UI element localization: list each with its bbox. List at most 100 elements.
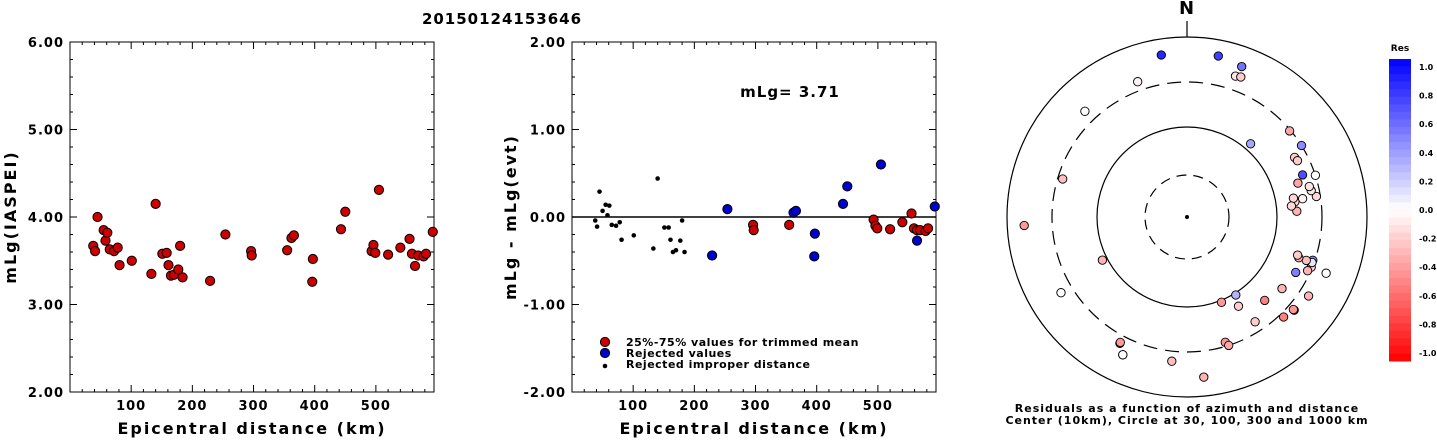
residual-point [1080,106,1090,116]
colorbar-tick-label: -0.8 [1419,320,1437,329]
residual-point [1156,50,1166,60]
improper-point [605,212,610,218]
y-tick-label: 4.00 [28,211,64,226]
residual-point [1286,201,1297,211]
colorbar-segment [1389,247,1411,256]
data-point [383,249,394,260]
improper-point [597,189,602,194]
improper-point [655,176,660,181]
colorbar-segment [1389,134,1411,143]
improper-point [607,203,612,208]
colorbar-segment [1389,119,1411,128]
residual-point [1296,140,1307,151]
x-tick-label: 400 [300,399,330,414]
residual-point [1291,267,1301,278]
rejected-point [722,204,733,215]
residual-point [1019,220,1029,231]
improper-point [666,225,671,230]
polar-caption-line-1: Residuals as a function of azimuth and d… [1015,402,1359,415]
data-point [409,260,421,272]
legend-label: Rejected values [626,347,732,360]
improper-point [592,218,598,223]
residual-point [1260,295,1270,306]
improper-point [673,247,679,253]
colorbar-tick-label: -0.2 [1419,235,1437,244]
residual-point [1304,181,1314,192]
ring-30km [1144,174,1230,260]
kept-point [885,224,896,235]
residual-point [1278,312,1289,322]
residual-point [1292,156,1303,166]
colorbar-segment [1389,96,1411,105]
colorbar-tick-label: 0.6 [1419,120,1434,129]
residual-point [1310,170,1321,180]
colorbar-segment [1389,164,1411,173]
y-tick-label: -1.00 [524,299,566,314]
data-point [335,224,347,235]
colorbar-segment [1389,255,1411,264]
x-tick-label: 100 [116,399,146,414]
ring-300km [1051,81,1323,353]
kept-point [784,219,795,230]
colorbar-tick-label: 0.8 [1419,92,1434,101]
colorbar-segment [1389,187,1411,196]
residual-point [1056,288,1066,298]
colorbar-tick-label: -0.4 [1419,263,1437,272]
kept-point [897,217,908,228]
y-tick-label: 6.00 [28,36,64,51]
colorbar-segment [1389,66,1411,75]
data-point [175,240,186,251]
ring-100km [1096,126,1278,308]
improper-point [631,233,637,238]
colorbar-segment [1389,225,1411,234]
residual-point [1216,297,1227,307]
colorbar-segment [1389,157,1411,166]
data-point [204,275,216,286]
residual-point [1236,72,1246,82]
polar-panel: N Residuals as a function of azimuth and … [1005,0,1368,427]
colorbar-segment [1389,285,1411,294]
colorbar-segment [1389,308,1411,317]
colorbar-segment [1389,330,1411,339]
x-tick-label: 300 [238,399,268,414]
data-point [92,211,103,223]
improper-point [677,238,683,243]
x-tick-label: 200 [679,399,709,414]
colorbar-segment [1389,126,1411,135]
residual-point [1297,194,1308,204]
data-point [370,247,381,258]
residual-point [1245,139,1256,149]
data-point [89,246,101,257]
north-label: N [1179,0,1195,19]
legend-marker-kept [599,336,611,348]
data-point [307,253,318,265]
residual-point [1284,126,1295,136]
data-point [420,248,432,259]
rejected-point [911,235,923,246]
colorbar-segment [1389,217,1411,226]
data-point [163,260,174,271]
residual-point [1237,61,1247,72]
residual-point [1288,304,1299,315]
plot-frame [69,41,435,393]
x-tick-label: 400 [802,399,832,414]
improper-point [617,219,623,225]
x-tick-label: 100 [618,399,648,414]
colorbar-segment [1389,262,1411,271]
residual-point [1118,350,1128,360]
colorbar-segment [1389,240,1411,249]
data-point [404,233,415,244]
data-point [340,206,351,217]
colorbar-segment [1389,338,1411,347]
y-tick-label: 2.00 [28,386,64,401]
residual-point [1133,77,1143,87]
rejected-point [875,159,887,170]
middle-panel: 100 200 300 400 500 -2.00 -1.00 0.00 1.00 2.00 Epi… [501,36,940,438]
data-point [173,264,184,275]
improper-point [619,237,624,243]
colorbar-segment [1389,315,1411,324]
rejected-point [809,228,820,239]
kept-point [922,223,934,234]
residual-point [1277,283,1287,294]
data-point [307,276,318,287]
